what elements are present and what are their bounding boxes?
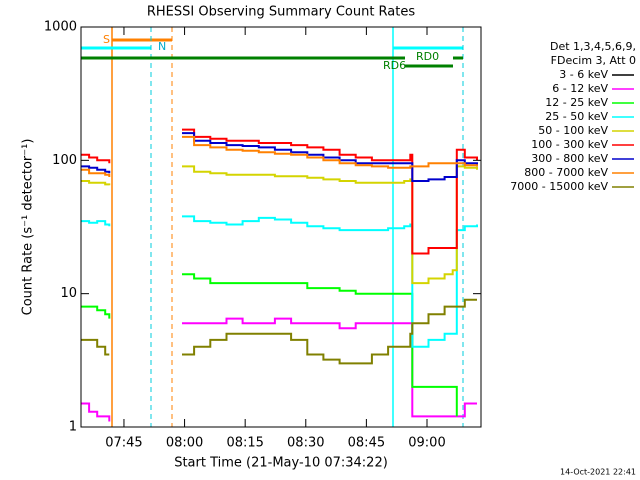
legend-label: 50 - 100 keV: [538, 124, 608, 137]
legend-label: 25 - 50 keV: [545, 110, 608, 123]
chart-title: RHESSI Observing Summary Count Rates: [147, 5, 416, 20]
series-line: [81, 128, 478, 255]
annotation: S: [103, 33, 110, 46]
series-line: [81, 317, 477, 422]
y-tick-label: 1000: [44, 20, 77, 35]
x-tick-label: 08:15: [226, 436, 263, 451]
x-tick-label: 08:00: [166, 436, 203, 451]
x-tick-label: 09:00: [408, 436, 445, 451]
legend-title: FDecim 3, Att 0: [551, 54, 636, 67]
legend-label: 3 - 6 keV: [559, 68, 608, 81]
footer: 14-Oct-2021 22:41: [560, 468, 636, 477]
legend-label: 300 - 800 keV: [531, 152, 608, 165]
legend-label: 7000 - 15000 keV: [510, 180, 608, 193]
series-line: [81, 165, 478, 285]
x-axis-label: Start Time (21-May-10 07:34:22): [174, 456, 388, 471]
x-tick-label: 08:30: [287, 436, 324, 451]
legend-label: 100 - 300 keV: [531, 138, 608, 151]
annotation: RD6: [383, 59, 406, 72]
y-tick-label: 100: [52, 153, 77, 168]
x-tick-label: 08:45: [348, 436, 385, 451]
series-line: [81, 273, 458, 417]
plot-frame: [80, 26, 482, 428]
y-tick-label: 10: [60, 286, 77, 301]
series-line: [81, 135, 478, 177]
legend-title: Det 1,3,4,5,6,9,: [550, 40, 636, 53]
series-line: [81, 132, 478, 182]
series-line: [81, 215, 478, 348]
annotation: RD0: [416, 50, 439, 63]
series-line: [81, 298, 477, 365]
legend-label: 800 - 7000 keV: [524, 166, 608, 179]
legend-label: 12 - 25 keV: [545, 96, 608, 109]
annotation: N: [158, 40, 166, 53]
x-tick-label: 07:45: [105, 436, 142, 451]
y-tick-label: 1: [69, 420, 77, 435]
series-layer: [81, 128, 478, 422]
legend-label: 6 - 12 keV: [552, 82, 608, 95]
y-axis-label: Count Rate (s⁻¹ detector⁻¹): [21, 139, 36, 316]
instrument-flags: S N RD0 RD6: [81, 27, 464, 427]
